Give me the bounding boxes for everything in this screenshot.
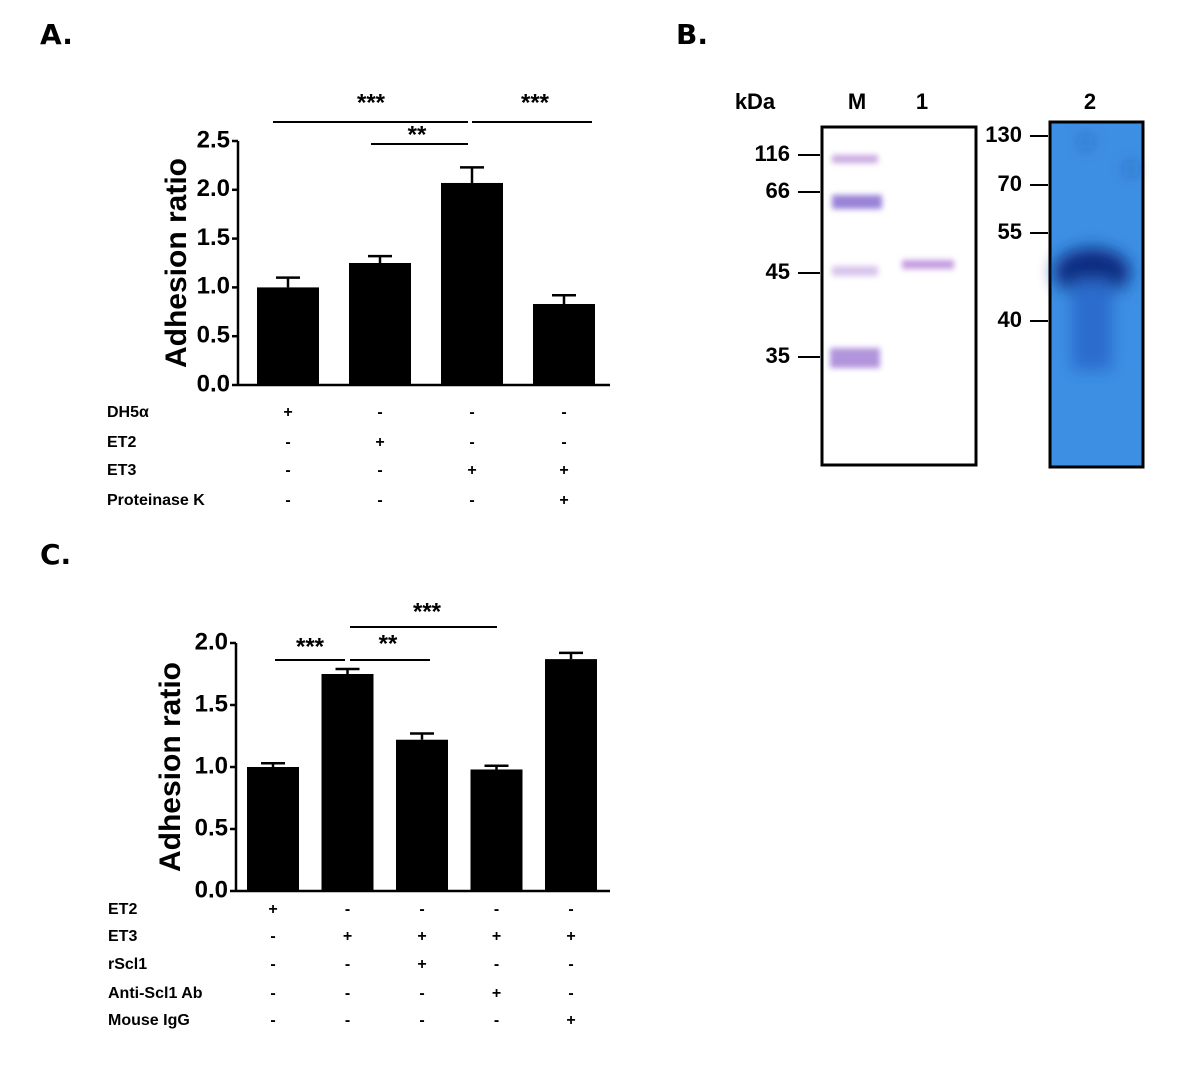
bar	[396, 739, 448, 891]
condition-sign: -	[285, 434, 290, 451]
marker-label: 45	[766, 259, 790, 284]
condition-sign: -	[270, 928, 275, 945]
condition-sign: -	[469, 492, 474, 509]
unit-label: kDa	[735, 89, 776, 114]
marker-label: 40	[998, 307, 1022, 332]
condition-sign: -	[285, 492, 290, 509]
lane-label: M	[848, 89, 866, 114]
condition-sign: +	[283, 404, 292, 421]
y-axis-label: Adhesion ratio	[154, 662, 187, 872]
condition-sign: -	[568, 901, 573, 918]
lane-label: 1	[916, 89, 928, 114]
condition-sign: -	[377, 404, 382, 421]
condition-sign: -	[345, 901, 350, 918]
bar	[545, 659, 597, 891]
condition-sign: +	[492, 985, 501, 1002]
condition-sign: +	[268, 901, 277, 918]
panel-label: A.	[40, 18, 73, 51]
condition-sign: +	[375, 434, 384, 451]
condition-label: ET3	[108, 928, 137, 945]
significance-label: **	[379, 630, 398, 657]
condition-label: ET3	[107, 462, 136, 479]
condition-sign: -	[345, 956, 350, 973]
condition-sign: -	[270, 985, 275, 1002]
condition-sign: -	[419, 1012, 424, 1029]
condition-sign: -	[345, 1012, 350, 1029]
condition-sign: +	[417, 956, 426, 973]
marker-label: 130	[985, 122, 1022, 147]
condition-sign: -	[270, 1012, 275, 1029]
condition-sign: -	[568, 985, 573, 1002]
y-tick-label: 1.0	[195, 752, 228, 779]
condition-sign: -	[285, 462, 290, 479]
condition-sign: -	[469, 434, 474, 451]
significance-label: ***	[357, 89, 386, 116]
y-tick-label: 0.0	[195, 876, 228, 903]
significance-label: ***	[521, 89, 550, 116]
bar	[533, 303, 595, 385]
marker-label: 70	[998, 171, 1022, 196]
y-tick-label: 0.5	[197, 322, 230, 349]
significance-label: **	[408, 121, 427, 148]
marker-label: 116	[755, 141, 791, 166]
condition-sign: +	[566, 1012, 575, 1029]
condition-sign: -	[494, 956, 499, 973]
y-tick-label: 2.0	[195, 628, 228, 655]
condition-sign: -	[419, 985, 424, 1002]
bar	[257, 287, 319, 385]
panel-label: C.	[40, 538, 71, 571]
condition-label: Mouse IgG	[108, 1012, 190, 1029]
condition-sign: -	[568, 956, 573, 973]
y-tick-label: 1.0	[197, 273, 230, 300]
y-tick-label: 0.5	[195, 814, 228, 841]
condition-sign: -	[494, 901, 499, 918]
condition-label: Proteinase K	[107, 492, 205, 509]
significance-label: ***	[413, 598, 442, 625]
marker-label: 35	[766, 343, 790, 368]
bar	[441, 182, 503, 385]
condition-label: rScl1	[108, 956, 147, 973]
condition-sign: -	[419, 901, 424, 918]
condition-sign: +	[559, 462, 568, 479]
y-tick-label: 1.5	[197, 224, 230, 251]
marker-label: 55	[998, 219, 1022, 244]
bar	[247, 767, 299, 891]
condition-sign: -	[469, 404, 474, 421]
condition-label: ET2	[108, 901, 137, 918]
y-axis-label: Adhesion ratio	[160, 158, 193, 368]
condition-sign: -	[561, 404, 566, 421]
condition-sign: -	[494, 1012, 499, 1029]
blot-band	[1054, 138, 1135, 370]
gel-bands	[830, 155, 954, 368]
condition-sign: +	[566, 928, 575, 945]
condition-label: DH5α	[107, 404, 149, 421]
y-tick-label: 2.5	[197, 126, 230, 153]
condition-label: ET2	[107, 434, 136, 451]
y-tick-label: 0.0	[197, 370, 230, 397]
y-tick-label: 2.0	[197, 175, 230, 202]
condition-sign: -	[377, 462, 382, 479]
condition-sign: +	[343, 928, 352, 945]
bar	[349, 263, 411, 385]
condition-sign: -	[345, 985, 350, 1002]
condition-sign: +	[492, 928, 501, 945]
condition-sign: +	[559, 492, 568, 509]
condition-sign: +	[467, 462, 476, 479]
gel-box	[820, 125, 978, 467]
condition-sign: -	[270, 956, 275, 973]
condition-label: Anti-Scl1 Ab	[108, 985, 203, 1002]
condition-sign: -	[561, 434, 566, 451]
condition-sign: +	[417, 928, 426, 945]
lane-label: 2	[1084, 89, 1096, 114]
bar	[470, 769, 523, 891]
panel-label: B.	[676, 18, 708, 51]
bar	[321, 674, 374, 891]
marker-label: 66	[766, 178, 790, 203]
condition-sign: -	[377, 492, 382, 509]
y-tick-label: 1.5	[195, 690, 228, 717]
significance-label: ***	[296, 633, 325, 660]
